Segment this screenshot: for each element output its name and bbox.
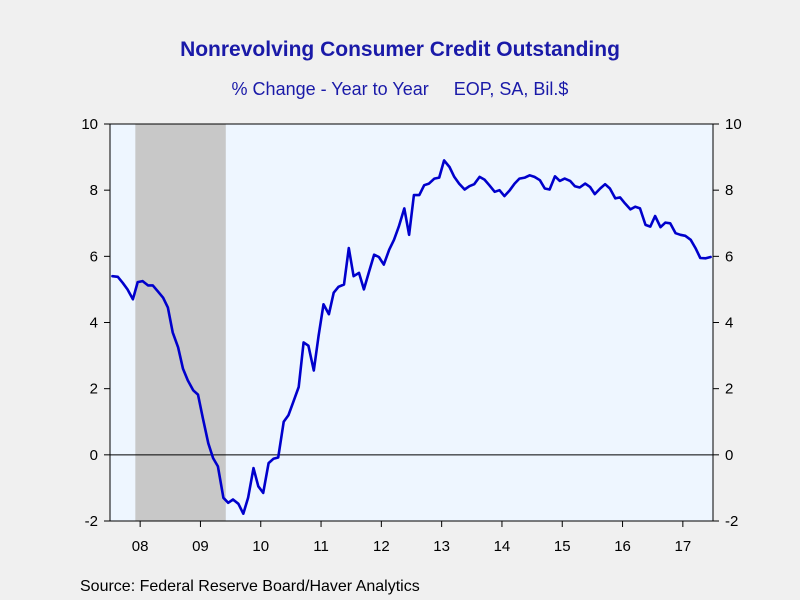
y-tick-label-right: 8 <box>725 182 733 199</box>
y-tick-label-right: 2 <box>725 381 733 398</box>
y-tick-label-left: 8 <box>90 182 98 199</box>
y-tick-label-right: 0 <box>725 447 733 464</box>
series-line-0 <box>111 159 712 515</box>
y-tick-label-left: 4 <box>90 315 98 332</box>
y-tick-label-right: 10 <box>725 116 742 133</box>
y-tick-label-right: 6 <box>725 248 733 265</box>
x-tick-label: 11 <box>313 538 329 555</box>
y-tick-label-left: 0 <box>90 447 98 464</box>
y-tick-label-left: -2 <box>85 513 98 530</box>
y-tick-label-left: 10 <box>81 116 98 133</box>
y-tick-label-left: 2 <box>90 381 98 398</box>
x-tick-label: 10 <box>252 538 269 555</box>
recession-shading <box>135 124 226 521</box>
x-tick-label: 14 <box>494 538 511 555</box>
x-tick-label: 15 <box>554 538 571 555</box>
source-note: Source: Federal Reserve Board/Haver Anal… <box>80 578 420 595</box>
y-tick-label-right: 4 <box>725 315 733 332</box>
x-tick-label: 16 <box>614 538 631 555</box>
x-tick-label: 12 <box>373 538 390 555</box>
y-tick-label-left: 6 <box>90 248 98 265</box>
x-tick-label: 17 <box>675 538 692 555</box>
x-tick-label: 08 <box>132 538 149 555</box>
chart-subtitle: % Change - Year to Year EOP, SA, Bil.$ <box>231 79 569 99</box>
y-tick-label-right: -2 <box>725 513 738 530</box>
x-tick-label: 09 <box>192 538 209 555</box>
x-tick-label: 13 <box>433 538 450 555</box>
chart-title: Nonrevolving Consumer Credit Outstanding <box>180 38 620 61</box>
